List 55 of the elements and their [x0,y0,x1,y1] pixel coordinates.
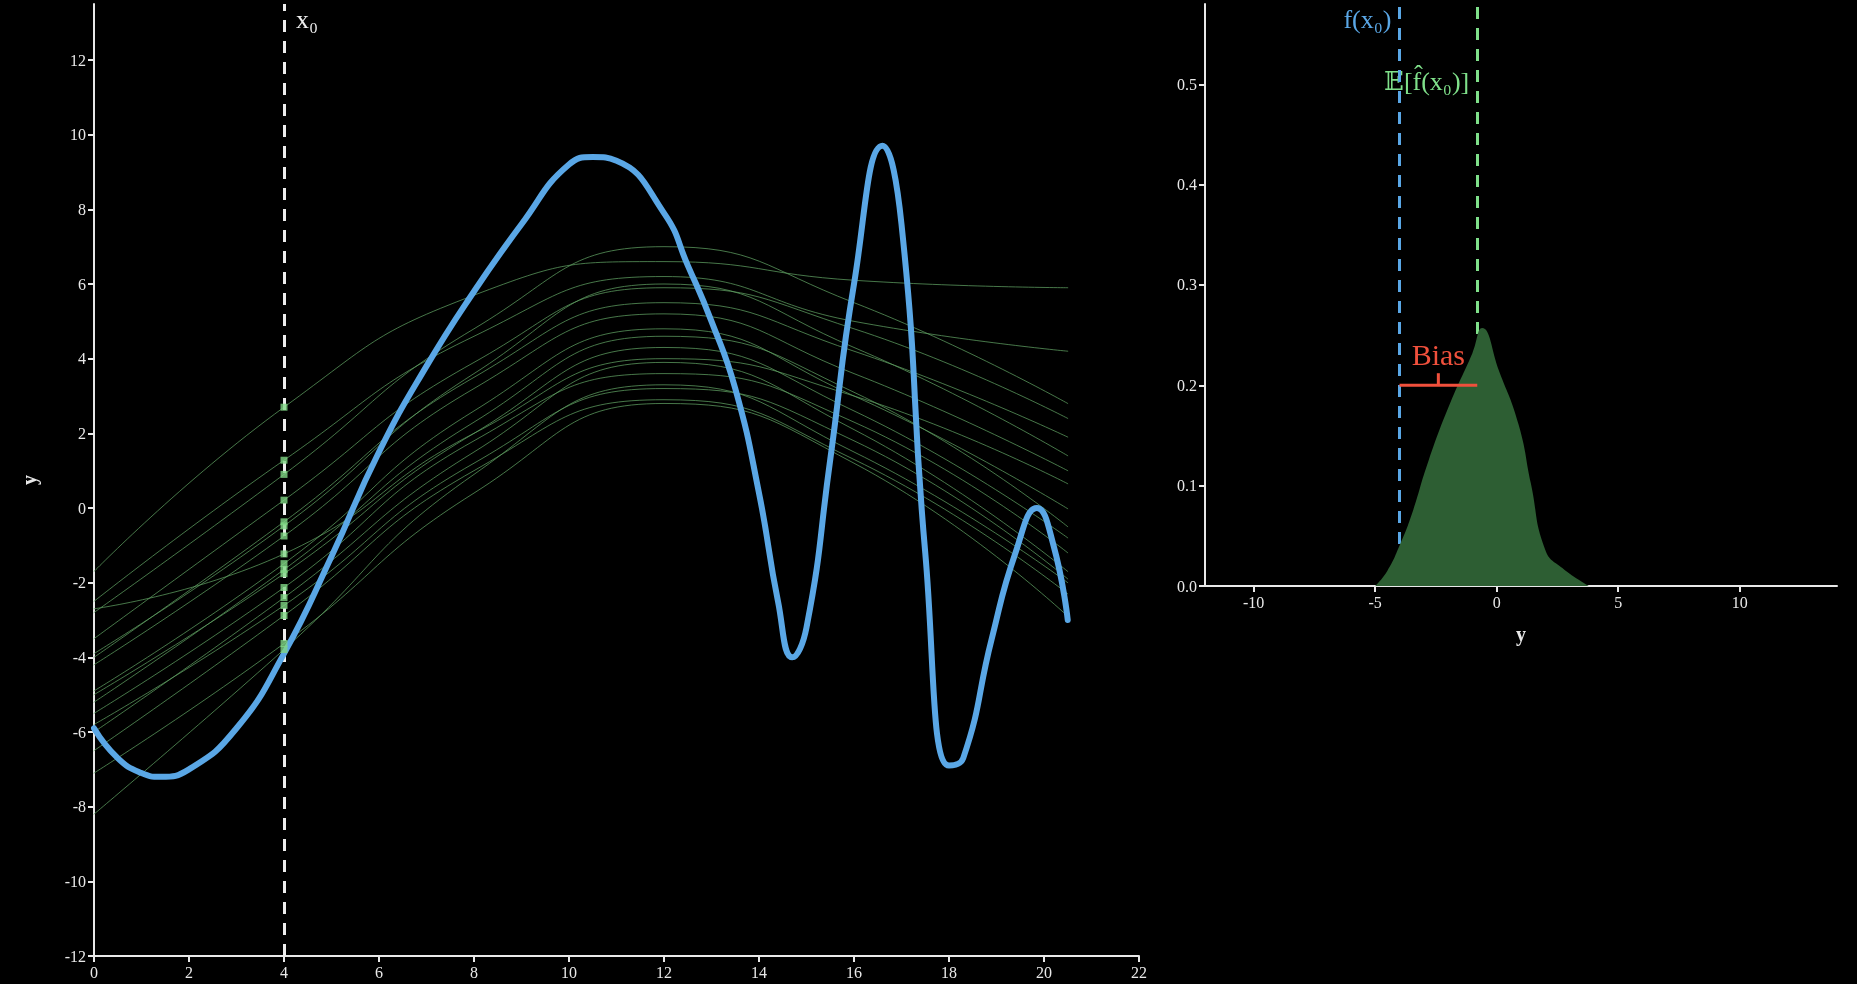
x-tick-label: 16 [846,963,862,981]
x-tick-label: 6 [375,963,383,981]
point [280,456,288,464]
point [280,594,288,602]
y-tick-label: -12 [64,947,86,965]
x-tick-label: 22 [1131,963,1147,981]
annotation: Bias [1411,337,1466,371]
y-tick-label: 0 [78,499,86,517]
y-tick-label: 12 [70,51,86,69]
y-tick-label: -10 [64,872,86,890]
x-tick-label: 4 [280,963,288,981]
point [280,470,288,478]
y-axis-title: y [18,475,41,485]
point [280,532,288,540]
y-tick-label: 0.3 [1177,276,1197,294]
x-tick-label: -10 [1242,593,1265,611]
y-tick-label: 8 [78,200,86,218]
x-tick-label: 20 [1036,963,1052,981]
point [280,601,288,609]
x-tick-label: 10 [1731,593,1748,611]
y-tick-label: 2 [78,424,86,442]
y-tick-label: 6 [78,275,86,293]
y-tick-label: -2 [72,574,86,592]
x-tick-label: 0 [1492,593,1501,611]
y-tick-label: 0.4 [1177,176,1197,194]
y-tick-label: 0.5 [1177,75,1197,93]
ref-line-label: x₀ [296,4,319,34]
x-tick-label: -5 [1368,593,1382,611]
x-tick-label: 12 [656,963,672,981]
x-tick-label: 14 [751,963,767,981]
ref-line-label: 𝔼[f̂(x₀)] [1384,65,1470,96]
x-tick-label: 10 [561,963,577,981]
point [280,645,288,653]
x-tick-label: 5 [1614,593,1623,611]
point [280,584,288,592]
x-tick-label: 18 [941,963,957,981]
point [280,570,288,578]
point [280,403,288,411]
y-tick-label: 0.2 [1177,376,1197,394]
point [280,612,288,620]
point [280,496,288,504]
ref-line-label: f(x₀) [1343,4,1392,34]
y-tick-label: 0.0 [1177,577,1197,595]
point [280,550,288,558]
x-axis-title: y [1516,623,1526,646]
y-tick-label: 4 [78,350,86,368]
y-tick-label: -8 [72,798,86,816]
y-tick-label: -6 [72,723,86,741]
y-tick-label: -4 [72,648,86,666]
x-tick-label: 2 [185,963,193,981]
x-tick-label: 0 [90,963,98,981]
y-tick-label: 0.1 [1177,477,1197,495]
x-tick-label: 8 [470,963,478,981]
point [280,522,288,530]
y-tick-label: 10 [70,126,86,144]
